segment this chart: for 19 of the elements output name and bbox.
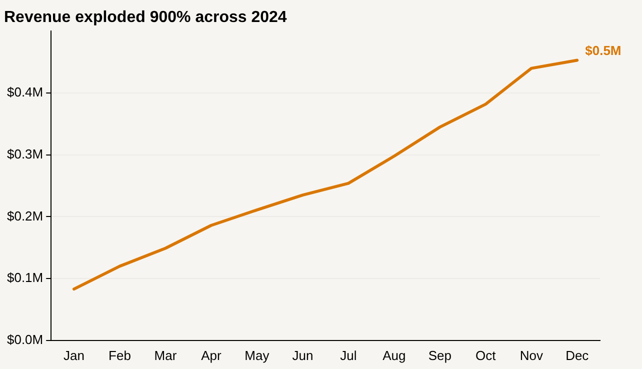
x-tick-label: Sep: [428, 348, 452, 363]
x-tick-label: Nov: [520, 348, 544, 363]
annotation: $0.5M: [585, 42, 622, 58]
x-tick-label: Feb: [108, 348, 131, 363]
x-tick-label: Aug: [382, 348, 406, 363]
x-tick-label: Oct: [476, 348, 496, 363]
chart-title: Revenue exploded 900% across 2024: [4, 9, 287, 26]
x-tick-label: Mar: [154, 348, 178, 363]
y-tick-label: $0.2M: [6, 208, 44, 224]
x-tick-label: Jul: [340, 348, 357, 363]
y-tick-label: $0.0M: [6, 332, 44, 347]
x-tick-label: Jan: [64, 348, 84, 363]
x-tick-label: Apr: [201, 348, 222, 363]
x-tick-label: Dec: [566, 348, 590, 363]
y-tick-label: $0.4M: [6, 84, 44, 100]
x-tick-label: May: [244, 348, 270, 363]
y-tick-label: $0.1M: [6, 270, 44, 286]
x-tick-label: Jun: [292, 348, 314, 363]
y-tick-label: $0.3M: [6, 146, 44, 162]
